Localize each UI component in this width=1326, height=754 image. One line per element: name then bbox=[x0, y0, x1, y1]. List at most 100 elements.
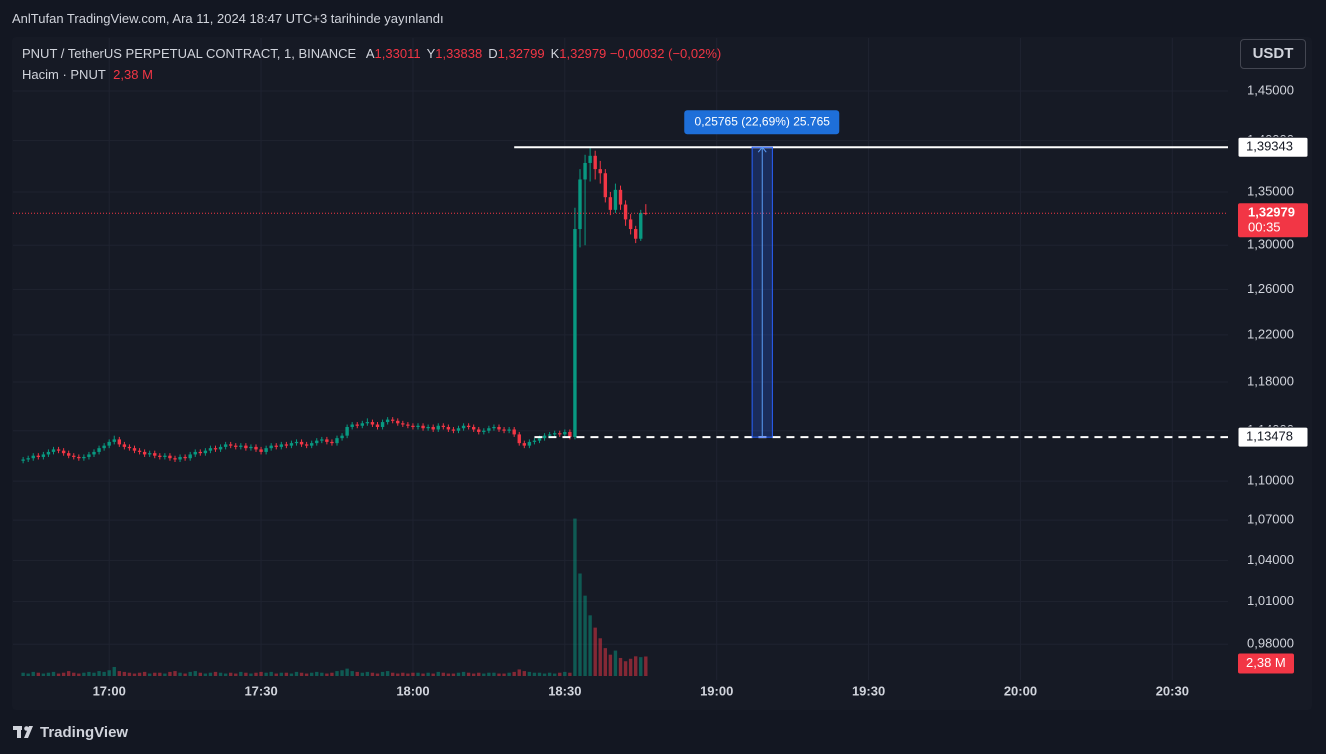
candle-body bbox=[370, 422, 375, 425]
candle-body bbox=[127, 446, 132, 449]
candle-body bbox=[618, 189, 623, 205]
candle-body bbox=[178, 456, 182, 460]
candle-body bbox=[578, 179, 582, 230]
volume-bar bbox=[137, 672, 142, 676]
candle-body bbox=[142, 451, 147, 455]
candle-body bbox=[350, 424, 354, 427]
volume-bar bbox=[188, 671, 192, 676]
candle-body bbox=[223, 444, 228, 447]
volume-bar bbox=[330, 672, 334, 676]
volume-bar bbox=[542, 673, 547, 676]
candle-body bbox=[411, 425, 415, 427]
volume-bar bbox=[234, 673, 238, 676]
volume-bar bbox=[568, 672, 572, 676]
volume-bar bbox=[117, 671, 122, 676]
volume-bar bbox=[112, 666, 116, 676]
volume-bar bbox=[426, 672, 430, 676]
volume-bar bbox=[421, 673, 425, 676]
volume-bar bbox=[365, 671, 370, 676]
volume-bar bbox=[644, 656, 648, 676]
volume-legend-value: 2,38 M bbox=[113, 67, 153, 82]
volume-bar bbox=[477, 672, 481, 676]
candle-body bbox=[502, 429, 506, 431]
volume-bar bbox=[537, 672, 542, 676]
candle-body bbox=[639, 212, 643, 239]
ohlc-legend: A1,33011 Y1,33838 D1,32799 K1,32979 bbox=[360, 46, 606, 61]
volume-bar bbox=[340, 670, 344, 676]
candle-body bbox=[613, 189, 618, 210]
volume-bar bbox=[471, 673, 476, 676]
y-tick-label: 1,45000 bbox=[1247, 82, 1294, 97]
candle-body bbox=[390, 419, 395, 421]
header-text: AnlTufan TradingView.com, Ara 11, 2024 1… bbox=[12, 11, 444, 26]
candle-body bbox=[583, 162, 587, 180]
volume-bar bbox=[593, 627, 597, 676]
volume-bar bbox=[259, 671, 263, 676]
y-tick-label: 1,04000 bbox=[1247, 552, 1294, 567]
candle-body bbox=[365, 422, 370, 424]
volume-bar bbox=[628, 658, 633, 676]
candle-body bbox=[269, 445, 273, 449]
volume-bar bbox=[142, 671, 147, 676]
volume-bar bbox=[618, 657, 623, 676]
candle-body bbox=[644, 212, 648, 214]
candle-body bbox=[441, 425, 446, 427]
y-tick-label: 1,35000 bbox=[1247, 183, 1294, 198]
candle-body bbox=[51, 449, 56, 452]
x-tick-label: 19:30 bbox=[852, 683, 885, 698]
measure-arrow-head bbox=[757, 146, 767, 153]
candle-body bbox=[345, 426, 349, 436]
legend-volume: Hacim · PNUT 2,38 M bbox=[22, 67, 153, 82]
volume-bar bbox=[132, 673, 137, 676]
candle-body bbox=[198, 451, 203, 454]
volume-bar bbox=[264, 672, 268, 676]
candle-body bbox=[147, 453, 152, 455]
candle-body bbox=[537, 438, 542, 441]
candle-body bbox=[61, 450, 66, 454]
y-tick-label: 1,07000 bbox=[1247, 512, 1294, 527]
candle-body bbox=[633, 229, 638, 239]
volume-bar bbox=[158, 672, 162, 676]
volume-bar bbox=[558, 672, 562, 676]
volume-bar bbox=[198, 672, 203, 676]
volume-bar bbox=[360, 672, 365, 676]
candle-body bbox=[218, 446, 223, 450]
volume-bar bbox=[203, 673, 208, 676]
volume-bar bbox=[588, 615, 592, 676]
volume-bar bbox=[370, 672, 375, 676]
volume-bar bbox=[396, 673, 400, 676]
candle-body bbox=[512, 429, 516, 435]
x-tick-label: 17:30 bbox=[244, 683, 277, 698]
volume-bar bbox=[603, 648, 608, 676]
level-label: 1,39343 bbox=[1246, 139, 1293, 154]
candle-body bbox=[132, 448, 137, 451]
candle-body bbox=[97, 448, 101, 452]
volume-label: 2,38 M bbox=[1246, 655, 1286, 670]
volume-bar bbox=[335, 671, 339, 676]
volume-bar bbox=[183, 673, 187, 676]
x-tick-label: 20:00 bbox=[1004, 683, 1037, 698]
candle-body bbox=[294, 441, 299, 444]
candle-body bbox=[193, 451, 197, 455]
volume-bar bbox=[406, 673, 410, 676]
candle-body bbox=[41, 454, 46, 457]
candle-body bbox=[431, 426, 435, 430]
volume-bar bbox=[345, 668, 349, 676]
volume-bar bbox=[552, 673, 557, 676]
volume-bar bbox=[239, 671, 243, 676]
y-tick-label: 1,30000 bbox=[1247, 237, 1294, 252]
volume-bar bbox=[168, 671, 172, 676]
volume-bar bbox=[304, 673, 309, 676]
volume-bar bbox=[598, 638, 602, 676]
y-tick-label: 1,26000 bbox=[1247, 281, 1294, 296]
volume-bar bbox=[375, 673, 380, 676]
volume-bar bbox=[26, 673, 30, 676]
candle-body bbox=[340, 435, 344, 439]
volume-bar bbox=[87, 671, 91, 676]
measure-label-box bbox=[684, 110, 840, 135]
currency-button[interactable]: USDT bbox=[1240, 39, 1306, 69]
volume-bar bbox=[46, 672, 51, 676]
volume-bar bbox=[36, 672, 41, 676]
volume-bar bbox=[97, 671, 101, 676]
ohlc-value: 1,32979 bbox=[559, 46, 607, 61]
